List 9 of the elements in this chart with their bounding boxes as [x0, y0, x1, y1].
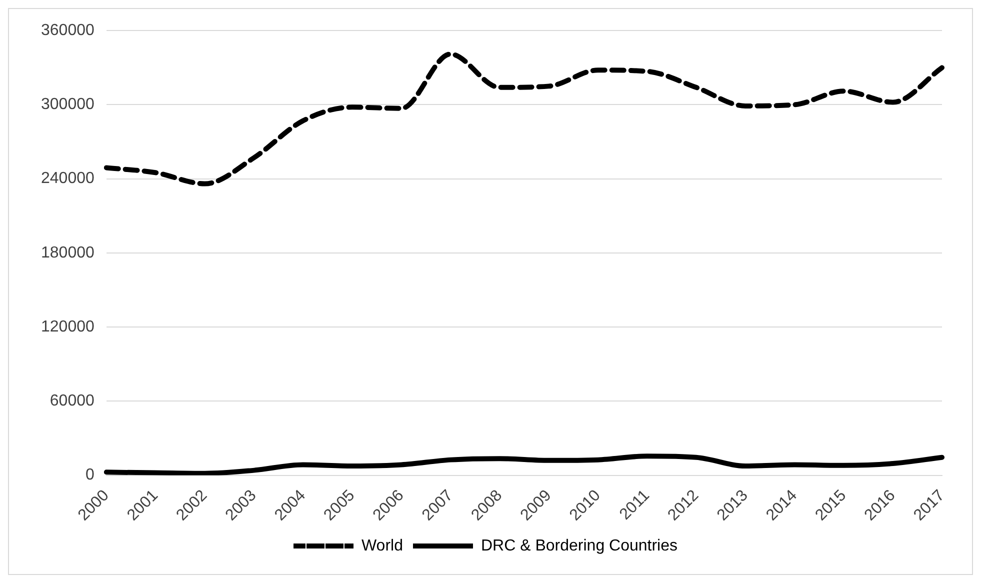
y-tick-label: 0 [85, 466, 94, 484]
legend-label: DRC & Bordering Countries [480, 537, 678, 554]
y-tick-label: 240000 [41, 170, 94, 188]
y-tick-label: 180000 [41, 244, 94, 262]
y-tick-label: 300000 [41, 96, 94, 114]
y-tick-label: 60000 [50, 392, 94, 410]
y-tick-label: 360000 [41, 22, 94, 40]
y-tick-label: 120000 [41, 318, 94, 336]
legend-label: World [361, 537, 403, 554]
